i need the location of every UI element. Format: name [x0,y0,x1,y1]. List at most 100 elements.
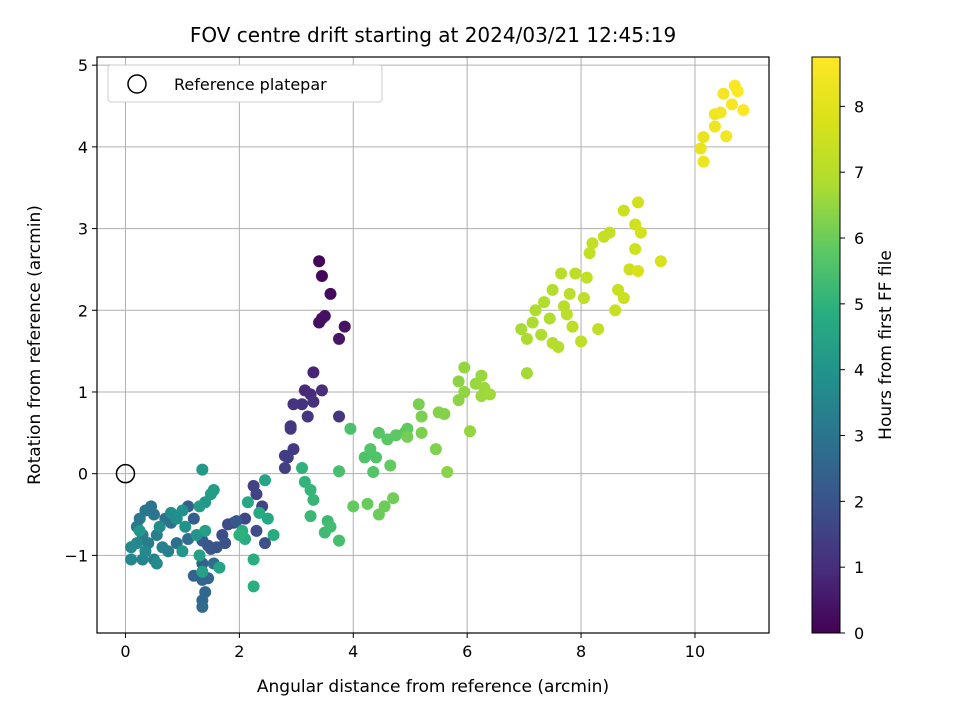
data-point [318,309,331,322]
data-point [560,308,573,321]
data-point [307,493,320,506]
x-tick-label: 4 [348,642,358,661]
data-point [304,510,317,523]
data-point [361,497,374,510]
data-point [569,267,582,280]
data-point [307,395,320,408]
data-point [580,271,593,284]
y-tick-label: 1 [78,383,88,402]
data-point [333,332,346,345]
legend-box [107,64,383,103]
y-axis-ticks: −1 0 1 2 3 4 5 [64,56,97,565]
data-point [458,361,471,374]
colorbar-tick-label: 2 [854,492,864,511]
data-point [697,131,710,144]
data-point [296,398,309,411]
data-point [634,226,647,239]
data-point [259,537,271,550]
data-point [586,237,599,250]
data-point [714,106,727,119]
data-point [617,204,630,217]
data-point [196,463,209,476]
data-point [452,375,465,388]
data-point [301,410,314,423]
data-point [307,366,320,379]
data-point [529,304,542,317]
data-point [520,332,533,345]
data-point [464,425,477,438]
y-tick-label: 0 [78,465,88,484]
data-point [725,98,738,111]
data-point [133,524,146,537]
legend-open-circle-icon [127,74,147,94]
x-axis-ticks: 0 2 4 6 8 10 [120,633,705,661]
data-point [315,269,328,282]
data-point [526,316,539,329]
plot-frame [96,56,770,634]
data-point [717,87,730,100]
colorbar-tick-label: 8 [854,97,864,116]
data-point [333,410,346,423]
colorbar-label: Hours from first FF file [876,250,896,440]
data-point [720,130,733,143]
colorbar-tick-label: 7 [854,163,864,182]
data-point [535,328,548,341]
data-point [697,155,710,168]
data-point [617,292,630,305]
colorbar-tick-label: 3 [854,427,864,446]
data-point [372,426,385,439]
y-tick-label: 2 [78,301,88,320]
x-tick-label: 2 [234,642,244,661]
data-point [441,466,454,479]
data-point [196,600,209,613]
data-point [475,369,488,382]
data-point [199,524,212,537]
data-point [193,500,206,513]
data-point [367,466,380,479]
data-point [592,323,605,336]
data-point [583,247,596,260]
data-point [347,500,360,513]
colorbar-tick-label: 4 [854,361,864,380]
data-point [162,545,175,558]
data-point [333,465,346,478]
data-point [344,422,357,435]
x-tick-label: 8 [576,642,586,661]
data-points [125,79,750,613]
y-tick-label: 3 [78,220,88,239]
x-tick-label: 10 [685,642,705,661]
data-point [233,528,246,541]
data-point [247,580,260,593]
data-point [731,85,744,98]
data-point [213,561,226,574]
data-point [387,492,400,505]
data-point [632,265,645,278]
data-point [603,226,616,239]
data-point [737,104,750,117]
legend: Reference platepar [107,64,383,103]
data-point [520,367,533,380]
data-point [563,287,576,300]
data-point [139,545,152,558]
data-point [415,426,428,439]
data-point [515,323,528,336]
data-point [207,484,220,497]
data-point [125,553,138,566]
colorbar-ticks: 0 1 2 3 4 5 6 7 8 [840,97,864,643]
data-point [654,255,667,268]
chart-title: FOV centre drift starting at 2024/03/21 … [190,23,676,47]
data-point [458,385,471,398]
data-point [338,320,351,333]
data-point [384,459,397,472]
data-point [370,451,383,464]
data-point [150,557,163,570]
x-tick-label: 0 [120,642,130,661]
data-point [694,142,707,155]
colorbar-tick-label: 0 [854,624,864,643]
x-axis-label: Angular distance from reference (arcmin) [257,677,609,697]
data-point [176,545,189,558]
data-point [261,512,274,525]
data-point [130,537,143,550]
data-point [552,341,565,354]
data-point [415,410,428,423]
